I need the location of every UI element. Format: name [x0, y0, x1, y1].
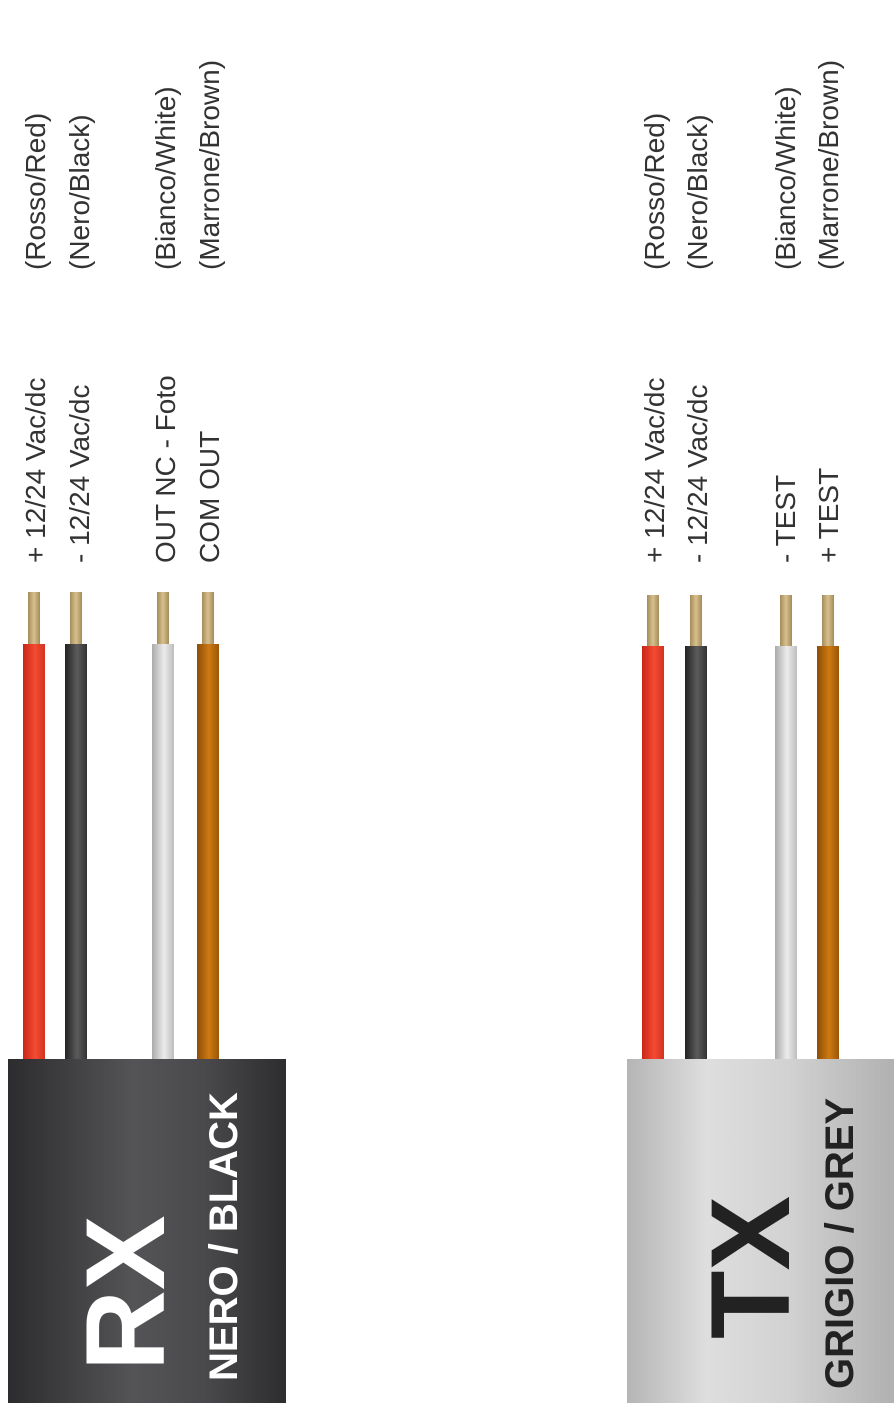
tx-wire-black-tip	[690, 595, 702, 647]
tx-wire-function-label: + 12/24 Vac/dc	[639, 377, 670, 564]
tx-cable-jacket: TX GRIGIO / GREY	[627, 1059, 894, 1403]
rx-wire-black-tip	[70, 592, 82, 644]
tx-wire-function-label: + TEST	[813, 467, 844, 563]
tx-wire-white-tip	[780, 595, 792, 647]
tx-wire-brown-tip	[822, 595, 834, 647]
tx-wire-color-label: (Nero/Black)	[682, 114, 713, 270]
tx-wire-color-label: (Bianco/White)	[770, 86, 801, 270]
rx-wire-color-label: (Rosso/Red)	[20, 112, 51, 270]
tx-wire-color-label: (Marrone/Brown)	[813, 59, 844, 270]
rx-wire-red-tip	[28, 592, 40, 644]
rx-code-label: RX	[63, 1215, 188, 1371]
tx-wire-red	[642, 646, 664, 1062]
rx-wire-function-label: COM OUT	[194, 430, 225, 563]
rx-wire-color-label: (Nero/Black)	[64, 114, 95, 270]
rx-wire-function-label: OUT NC - Foto	[150, 375, 181, 563]
rx-wire-brown-tip	[202, 592, 214, 644]
tx-wire-function-label: - 12/24 Vac/dc	[682, 384, 713, 563]
rx-color-label: NERO / BLACK	[202, 1092, 246, 1381]
rx-wire-brown	[197, 644, 219, 1060]
tx-wire-function-label: - TEST	[770, 474, 801, 563]
rx-wire-white-tip	[157, 592, 169, 644]
rx-wire-color-label: (Marrone/Brown)	[194, 59, 225, 270]
rx-wire-color-label: (Bianco/White)	[150, 86, 181, 270]
rx-wire-function-label: - 12/24 Vac/dc	[64, 384, 95, 563]
tx-wire-color-label: (Rosso/Red)	[639, 112, 670, 270]
rx-wire-white	[152, 644, 174, 1060]
tx-color-label: GRIGIO / GREY	[818, 1097, 862, 1389]
tx-wire-red-tip	[647, 595, 659, 647]
tx-wire-black	[685, 646, 707, 1062]
tx-wire-brown	[817, 646, 839, 1062]
tx-code-label: TX	[688, 1195, 813, 1339]
rx-wire-function-label: + 12/24 Vac/dc	[20, 377, 51, 564]
rx-wire-red	[23, 644, 45, 1060]
tx-wire-white	[775, 646, 797, 1062]
rx-cable-jacket: RX NERO / BLACK	[8, 1059, 286, 1403]
rx-wire-black	[65, 644, 87, 1060]
